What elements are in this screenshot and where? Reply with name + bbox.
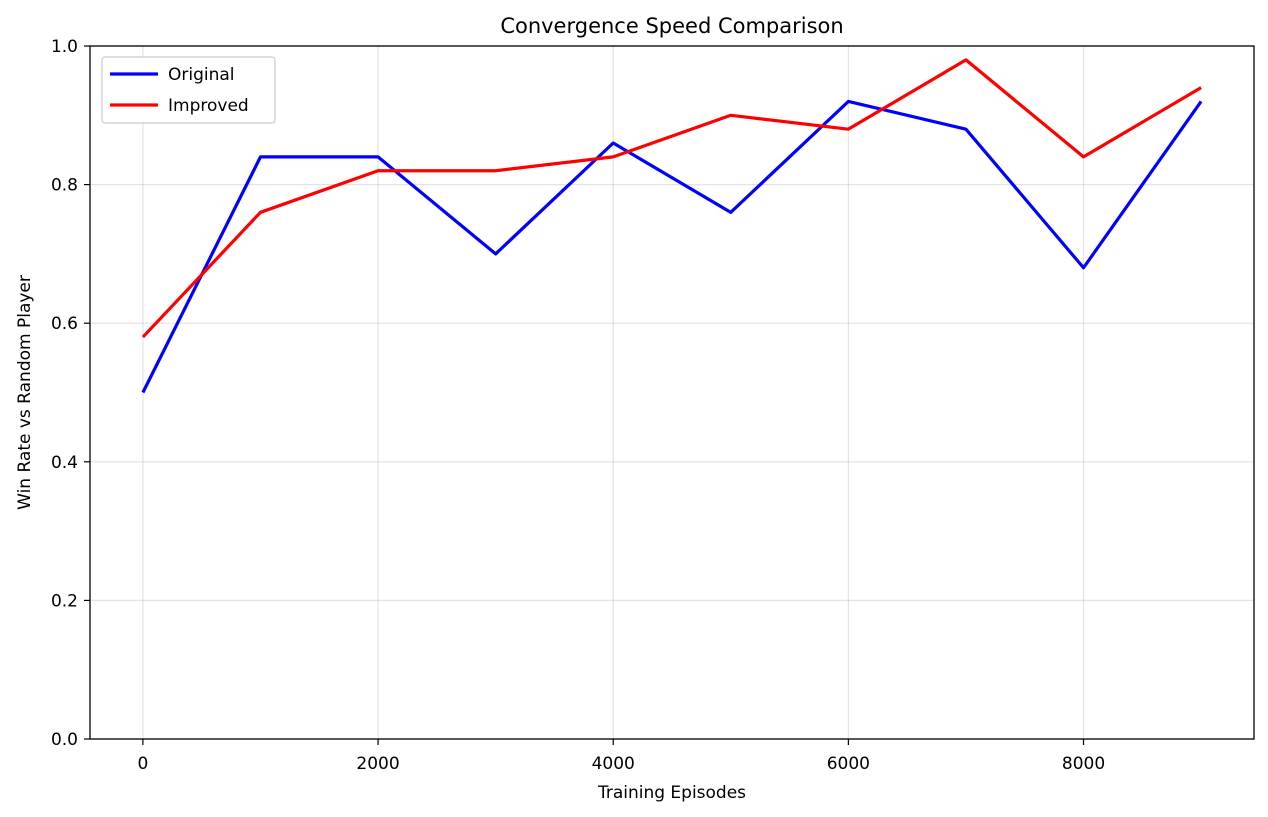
legend-label-original: Original [168,65,235,85]
axis-ticks: 0 2000 4000 6000 8000 0.0 0.2 0.4 0.6 0.8 1.0 [51,37,1105,774]
y-tick-label: 0.0 [51,730,78,750]
series-line-improved [141,58,1202,339]
x-tick-label: 0 [137,754,148,774]
legend-label-improved: Improved [168,96,249,116]
y-tick-label: 0.4 [51,453,78,473]
plot-area-frame [89,45,1255,740]
y-tick-label: 0.8 [51,176,78,196]
y-tick-label: 0.6 [51,314,78,334]
y-axis-title: Win Rate vs Random Player [15,275,35,510]
x-tick-label: 8000 [1062,754,1105,774]
series-lines [141,58,1203,394]
x-tick-label: 4000 [592,754,635,774]
y-tick-label: 1.0 [51,37,78,57]
x-tick-label: 2000 [356,754,399,774]
x-axis-title: Training Episodes [597,783,746,803]
chart-title: Convergence Speed Comparison [500,14,843,38]
y-tick-label: 0.2 [51,591,78,611]
legend: Original Improved [101,56,276,124]
series-line-original [141,99,1203,394]
x-tick-label: 6000 [827,754,870,774]
